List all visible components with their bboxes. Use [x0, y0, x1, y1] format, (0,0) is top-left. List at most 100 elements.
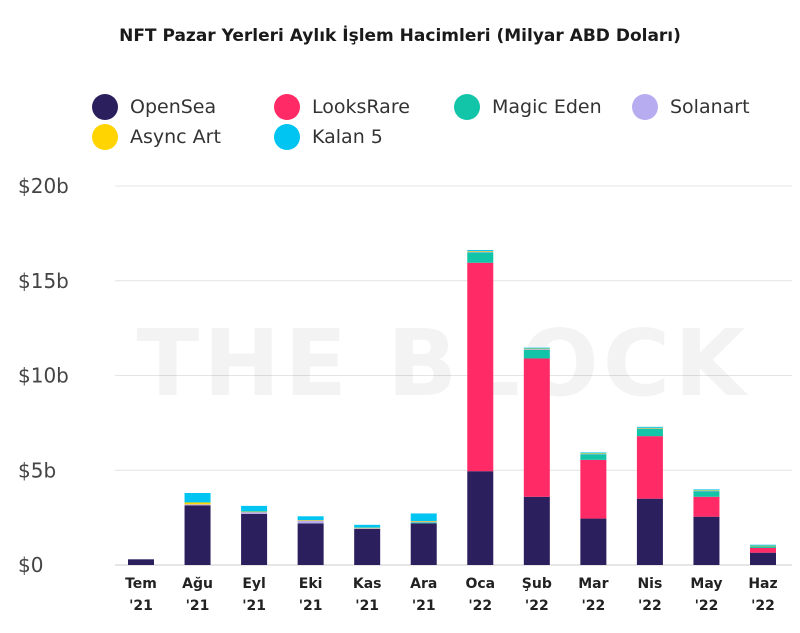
bar-segment: [693, 516, 720, 565]
legend-label-looksrare: LooksRare: [312, 96, 410, 118]
x-tick-label: May: [690, 576, 722, 592]
legend-label-opensea: OpenSea: [130, 96, 217, 118]
bar-segment: [467, 471, 494, 565]
legend-item-kalan-5: Kalan 5: [274, 124, 383, 150]
bar-segment: [241, 505, 268, 512]
bar-segment: [750, 544, 776, 546]
x-tick-year: '21: [186, 598, 210, 614]
x-tick-year: '21: [355, 598, 379, 614]
x-tick-year: '21: [299, 598, 323, 614]
bar-segment: [354, 528, 381, 529]
x-tick-label: Ağu: [182, 576, 213, 592]
bar-segment: [580, 453, 607, 455]
legend-swatch-solanart: [632, 94, 658, 120]
bar-segment: [523, 349, 550, 359]
legend: OpenSea LooksRare Magic Eden Solanart As…: [92, 94, 792, 154]
legend-label-solanart: Solanart: [670, 96, 750, 118]
x-tick-label: Haz: [748, 576, 777, 592]
bar-segment: [636, 427, 663, 429]
bar-segment: [467, 252, 494, 263]
x-tick-label: Şub: [522, 576, 552, 592]
legend-swatch-magic-eden: [454, 94, 480, 120]
bar-segment: [636, 498, 663, 565]
x-tick-year: '22: [638, 598, 662, 614]
y-tick-label: $10b: [18, 364, 69, 388]
bar-segment: [693, 491, 720, 497]
bar-segment: [750, 547, 776, 553]
x-tick-year: '22: [581, 598, 605, 614]
bar-segment: [184, 505, 211, 565]
x-tick-label: Kas: [353, 576, 382, 592]
bar-segment: [693, 489, 720, 491]
bar-segment: [750, 546, 776, 548]
y-tick-label: $20b: [18, 174, 69, 198]
bar-segment: [523, 348, 550, 350]
bar-segment: [580, 454, 607, 460]
x-tick-label: Tem: [125, 576, 157, 592]
bar-segment: [750, 552, 776, 565]
bar-segment: [410, 521, 437, 523]
bar-segment: [523, 496, 550, 565]
bar-segment: [636, 428, 663, 429]
bar-segment: [241, 511, 268, 513]
bar-segment: [184, 502, 211, 505]
bar-segment: [580, 453, 607, 454]
bar-segment: [750, 545, 776, 547]
bar-segment: [410, 523, 437, 565]
bar-segment: [297, 516, 324, 521]
x-tick-year: '22: [695, 598, 719, 614]
watermark: THE BLOCK: [136, 310, 749, 417]
bar-segment: [241, 511, 268, 514]
bar-segment: [297, 520, 324, 521]
y-tick-label: $5b: [18, 458, 56, 482]
bar-segment: [467, 250, 494, 252]
legend-item-opensea: OpenSea: [92, 94, 216, 120]
legend-item-async-art: Async Art: [92, 124, 221, 150]
legend-item-looksrare: LooksRare: [274, 94, 410, 120]
bar-segment: [636, 436, 663, 499]
x-tick-year: '21: [412, 598, 436, 614]
y-tick-label: $0: [18, 553, 43, 577]
x-tick-label: Mar: [578, 576, 608, 592]
bar-segment: [184, 504, 211, 506]
x-tick-label: Ara: [410, 576, 437, 592]
bar-segment: [410, 521, 437, 522]
bar-segment: [410, 513, 437, 522]
bar-segment: [354, 524, 381, 528]
x-tick-label: Eyl: [242, 576, 266, 592]
x-tick-label: Nis: [637, 576, 662, 592]
bar-segment: [580, 452, 607, 454]
bar-segment: [184, 492, 211, 503]
legend-item-solanart: Solanart: [632, 94, 750, 120]
x-tick-label: Oca: [465, 576, 495, 592]
x-tick-year: '22: [468, 598, 492, 614]
bar-segment: [523, 348, 550, 350]
legend-swatch-async-art: [92, 124, 118, 150]
legend-label-magic-eden: Magic Eden: [492, 96, 602, 118]
bar-segment: [523, 358, 550, 497]
bar-segment: [693, 496, 720, 517]
legend-label-async-art: Async Art: [130, 126, 221, 148]
bar-segment: [354, 527, 381, 529]
x-tick-year: '22: [525, 598, 549, 614]
bar-segment: [128, 559, 154, 565]
bar-segment: [693, 490, 720, 492]
legend-swatch-kalan-5: [274, 124, 300, 150]
bar-segment: [467, 251, 494, 253]
bar-segment: [580, 518, 607, 565]
x-tick-year: '22: [751, 598, 775, 614]
legend-swatch-looksrare: [274, 94, 300, 120]
bar-segment: [636, 426, 663, 428]
chart-title: NFT Pazar Yerleri Aylık İşlem Hacimleri …: [119, 26, 681, 46]
x-tick-year: '21: [242, 598, 266, 614]
x-tick-label: Eki: [299, 576, 323, 592]
bar-segment: [467, 250, 494, 251]
bar-segment: [410, 522, 437, 524]
bar-segment: [297, 523, 324, 565]
y-tick-label: $15b: [18, 269, 69, 293]
x-tick-year: '21: [129, 598, 153, 614]
bar-segment: [523, 347, 550, 349]
bar-segment: [297, 520, 324, 524]
legend-item-magic-eden: Magic Eden: [454, 94, 602, 120]
